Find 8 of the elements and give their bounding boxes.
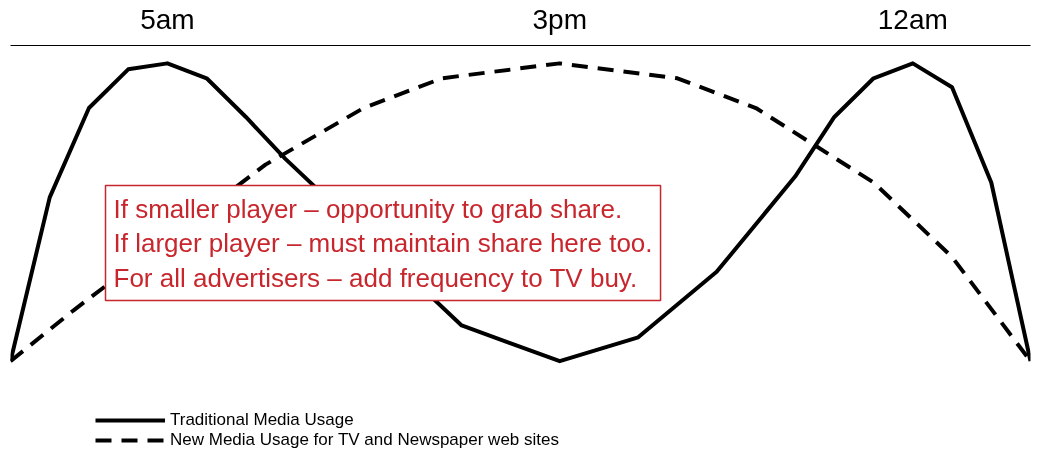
x-tick-label: 3pm: [532, 3, 587, 35]
annotation: If larger player – must maintain share here too.: [113, 228, 653, 258]
x-tick-label: 12am: [877, 3, 948, 35]
legend-label: Traditional Media Usage: [170, 410, 354, 430]
x-tick-label: 5am: [140, 3, 195, 35]
annotation: If smaller player – opportunity to grab share.: [113, 193, 623, 224]
legend-label: New Media Usage for TV and Newspaper web sites: [170, 430, 559, 450]
annotation: For all advertisers – add frequency to TV buy.: [113, 262, 638, 293]
